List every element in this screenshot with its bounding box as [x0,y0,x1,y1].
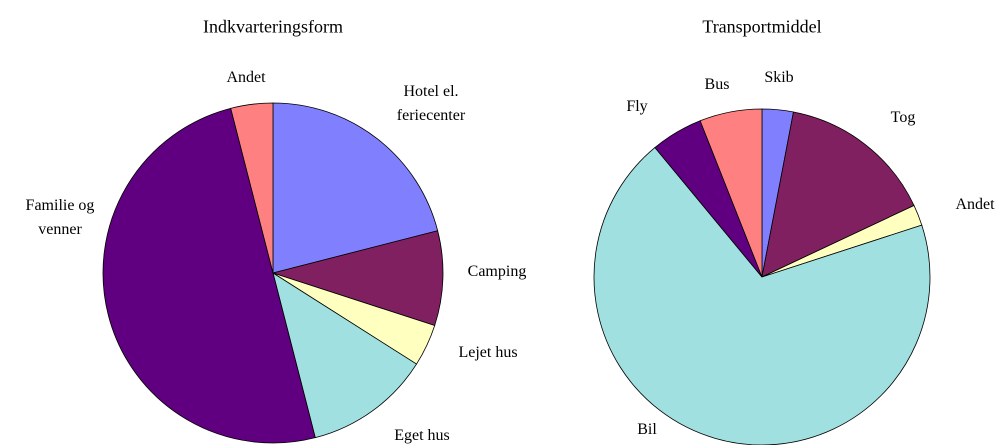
slice-label: Bus [704,76,730,93]
pie-slice [272,102,439,274]
slice-label: Bil [637,421,657,438]
slice-label: Lejet hus [458,344,518,361]
slice-label: Fly [626,98,648,115]
pie-slice [230,102,274,274]
slice-label: Andet [955,196,995,213]
chart-title: Transportmiddel [702,16,822,37]
slice-label: Andet [226,69,266,86]
slice-label: Hotel el. feriecenter [396,83,466,124]
slice-label: Skib [764,69,794,86]
pie-slice [761,111,915,278]
chart-title: Indkvarteringsform [203,16,343,37]
slice-label: Familie og venner [25,197,95,238]
slice-label: Camping [467,263,527,280]
slice-label: Tog [890,109,916,126]
pie-slice [272,272,418,439]
pie-slice [699,108,763,278]
slice-label: Eget hus [394,427,450,444]
pie-slice [271,230,444,327]
pie-slice [102,107,316,444]
pie-slice [593,146,931,445]
